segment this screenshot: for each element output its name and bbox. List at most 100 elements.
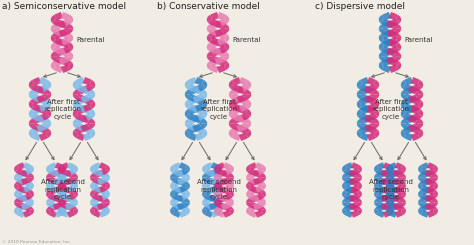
Polygon shape [58, 176, 65, 183]
Polygon shape [427, 185, 436, 193]
Polygon shape [221, 23, 229, 30]
Polygon shape [379, 15, 385, 22]
Polygon shape [411, 77, 420, 86]
Polygon shape [217, 64, 226, 73]
Polygon shape [419, 180, 427, 187]
Polygon shape [379, 28, 386, 34]
Polygon shape [221, 55, 229, 62]
Polygon shape [214, 176, 221, 183]
Polygon shape [183, 197, 190, 204]
Polygon shape [50, 177, 59, 185]
Polygon shape [214, 165, 220, 172]
Polygon shape [99, 210, 107, 218]
Polygon shape [190, 115, 200, 123]
Polygon shape [392, 18, 400, 26]
Polygon shape [393, 23, 401, 30]
Polygon shape [379, 195, 387, 203]
Polygon shape [65, 28, 73, 34]
Polygon shape [192, 123, 202, 132]
Polygon shape [59, 168, 67, 175]
Polygon shape [417, 101, 423, 109]
Polygon shape [377, 210, 385, 218]
Polygon shape [20, 170, 29, 178]
Polygon shape [423, 202, 431, 210]
Polygon shape [34, 94, 44, 103]
Polygon shape [219, 202, 227, 210]
Polygon shape [51, 35, 57, 42]
Polygon shape [184, 190, 190, 197]
Polygon shape [53, 202, 62, 210]
Polygon shape [56, 28, 65, 37]
Polygon shape [255, 187, 263, 195]
Polygon shape [358, 126, 367, 134]
Polygon shape [356, 190, 362, 197]
Polygon shape [387, 197, 394, 204]
Polygon shape [370, 84, 378, 92]
Polygon shape [215, 205, 223, 212]
Polygon shape [213, 205, 221, 212]
Polygon shape [382, 39, 391, 48]
Polygon shape [431, 201, 438, 208]
Polygon shape [91, 193, 99, 200]
Polygon shape [45, 101, 51, 109]
Polygon shape [399, 201, 406, 208]
Polygon shape [67, 35, 73, 42]
Polygon shape [357, 80, 364, 87]
Polygon shape [223, 162, 231, 170]
Polygon shape [357, 122, 365, 129]
Polygon shape [210, 39, 219, 48]
Text: After second
replication
cycle: After second replication cycle [369, 180, 413, 200]
Polygon shape [425, 195, 433, 203]
Polygon shape [47, 193, 55, 200]
Polygon shape [42, 84, 50, 92]
Polygon shape [34, 123, 44, 132]
Polygon shape [246, 208, 252, 215]
Polygon shape [379, 42, 385, 50]
Polygon shape [215, 201, 222, 208]
Polygon shape [65, 177, 73, 185]
Polygon shape [47, 168, 55, 175]
Polygon shape [220, 170, 229, 178]
Polygon shape [386, 48, 396, 56]
Polygon shape [30, 97, 39, 105]
Polygon shape [21, 177, 29, 185]
Polygon shape [401, 101, 407, 109]
Polygon shape [186, 84, 194, 92]
Polygon shape [44, 122, 51, 129]
Polygon shape [207, 177, 215, 185]
Polygon shape [355, 176, 362, 183]
Polygon shape [381, 177, 390, 185]
Polygon shape [69, 205, 77, 212]
Polygon shape [404, 77, 413, 86]
Polygon shape [380, 46, 389, 54]
Polygon shape [90, 208, 96, 215]
Polygon shape [236, 86, 246, 94]
Polygon shape [431, 197, 438, 204]
Polygon shape [219, 170, 228, 178]
Polygon shape [377, 162, 385, 170]
Polygon shape [18, 202, 27, 210]
Polygon shape [244, 93, 251, 100]
Polygon shape [71, 201, 78, 208]
Polygon shape [95, 202, 103, 210]
Polygon shape [170, 165, 176, 172]
Polygon shape [379, 170, 388, 178]
Polygon shape [103, 172, 110, 179]
Polygon shape [47, 205, 55, 212]
Polygon shape [17, 210, 25, 218]
Polygon shape [51, 50, 59, 57]
Polygon shape [227, 197, 234, 204]
Polygon shape [400, 208, 406, 215]
Polygon shape [90, 176, 97, 183]
Polygon shape [63, 195, 72, 203]
Polygon shape [357, 89, 365, 96]
Polygon shape [188, 106, 197, 114]
Polygon shape [213, 193, 221, 200]
Polygon shape [215, 28, 224, 37]
Polygon shape [219, 18, 228, 26]
Polygon shape [260, 165, 266, 172]
Polygon shape [65, 55, 73, 62]
Polygon shape [247, 205, 255, 212]
Polygon shape [397, 193, 405, 200]
Polygon shape [253, 202, 261, 210]
